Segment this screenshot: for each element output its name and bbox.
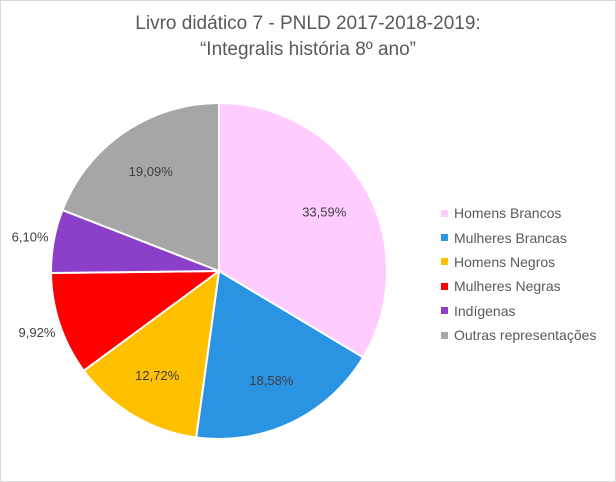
legend-swatch [441, 282, 448, 290]
legend-swatch [441, 331, 448, 339]
data-label: 9,92% [19, 325, 56, 340]
legend-label: Mulheres Brancas [454, 229, 567, 246]
legend-swatch [441, 209, 448, 217]
legend-label: Indígenas [454, 302, 516, 319]
legend-item: Homens Negros [441, 250, 596, 274]
legend-item: Indígenas [441, 299, 596, 323]
chart-legend: Homens Brancos Mulheres Brancas Homens Neg… [441, 201, 596, 347]
pie-slice-homens-brancos [218, 101, 388, 359]
legend-label: Mulheres Negras [454, 278, 561, 295]
data-label: 33,59% [302, 204, 347, 219]
data-label: 19,09% [129, 164, 174, 179]
pie-slice-outras-representa-es [61, 101, 220, 273]
legend-item: Mulheres Brancas [441, 225, 596, 249]
chart-title-block: Livro didático 7 - PNLD 2017-2018-2019: … [1, 11, 615, 63]
legend-swatch [441, 234, 448, 242]
legend-label: Homens Brancos [454, 205, 562, 222]
pie-slice-mulheres-negras [49, 269, 223, 373]
data-label: 12,72% [135, 368, 180, 383]
legend-swatch [441, 258, 448, 266]
legend-label: Homens Negros [454, 253, 556, 270]
chart-title: Livro didático 7 - PNLD 2017-2018-2019: [135, 13, 481, 34]
legend-item: Outras representações [441, 323, 596, 347]
legend-swatch [441, 307, 448, 315]
legend-item: Mulheres Negras [441, 274, 596, 298]
data-label: 6,10% [12, 230, 49, 245]
chart-subtitle: “Integralis história 8º ano” [199, 39, 417, 60]
data-label: 18,58% [249, 373, 294, 388]
legend-label: Outras representações [454, 327, 597, 344]
legend-item: Homens Brancos [441, 201, 596, 225]
pie-slice-mulheres-brancas [195, 269, 365, 440]
pie-slice-homens-negros [82, 268, 221, 439]
